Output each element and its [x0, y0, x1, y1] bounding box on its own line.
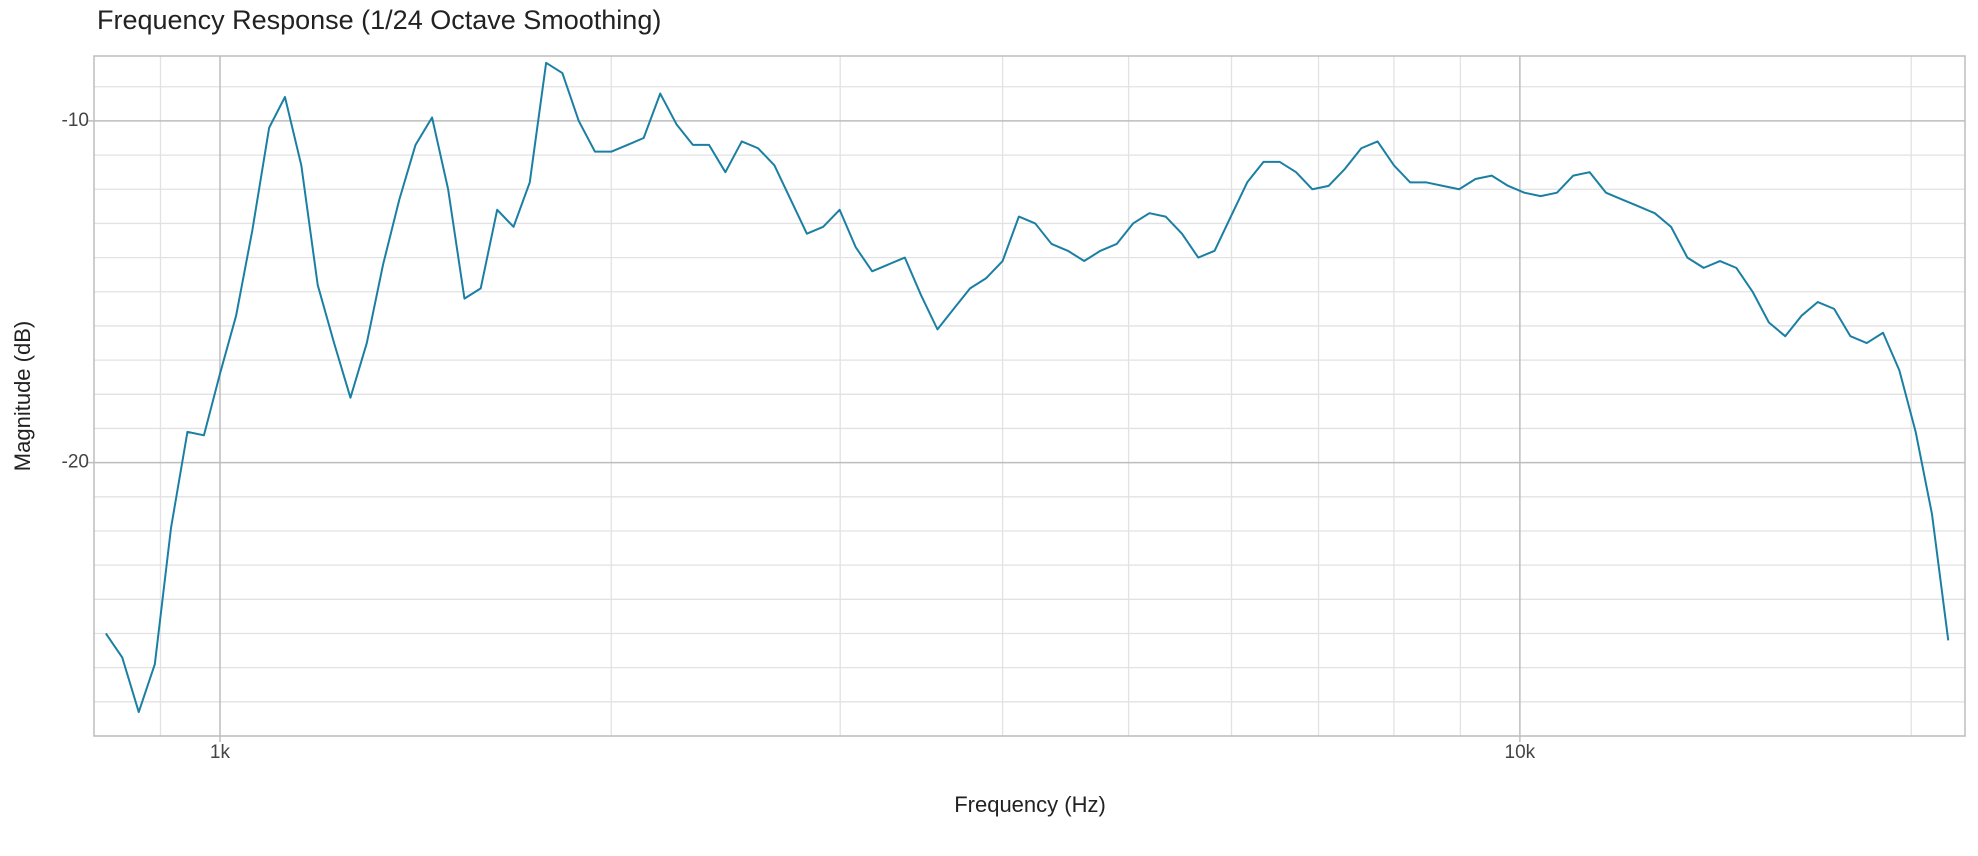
x-axis-label: Frequency (Hz) — [954, 792, 1106, 817]
plot-area — [105, 61, 1950, 714]
title-sub: (1/24 Octave Smoothing) — [361, 5, 661, 35]
response-line — [105, 61, 1950, 714]
y-axis-label: Magnitude (dB) — [10, 321, 35, 471]
plot-border — [93, 55, 1966, 737]
title-main: Frequency Response — [97, 5, 354, 35]
x-tick-label: 1k — [210, 742, 231, 763]
x-tick-label: 10k — [1505, 742, 1536, 763]
y-tick-label: -20 — [62, 452, 89, 473]
y-tick-label: -10 — [62, 110, 89, 131]
chart-title: Frequency Response (1/24 Octave Smoothin… — [97, 5, 661, 35]
grid — [88, 55, 1966, 742]
